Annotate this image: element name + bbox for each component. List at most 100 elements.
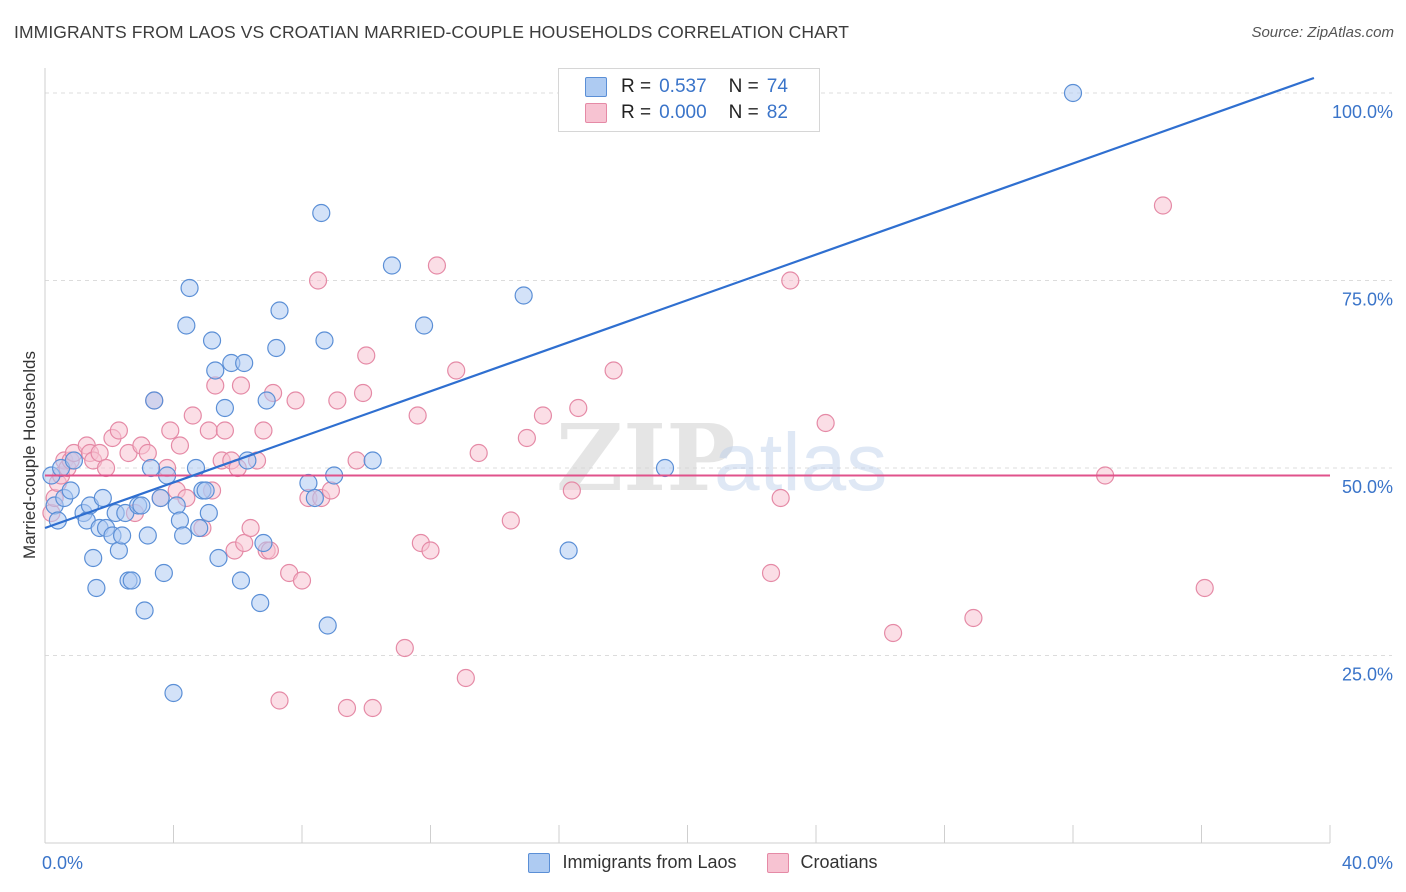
laos-point (209, 548, 228, 568)
watermark: ZIP atlas (556, 404, 887, 512)
trend-lines (44, 76, 1330, 530)
laos-point (202, 331, 222, 350)
croatians-point (235, 533, 254, 553)
laos-point (180, 278, 199, 298)
laos-point (138, 526, 157, 545)
series-name-laos: Immigrants from Laos (562, 852, 737, 872)
laos-point (145, 391, 164, 410)
laos-point (238, 451, 257, 470)
y-tick-label: 75.0% (1342, 290, 1393, 310)
croatians-point (286, 391, 305, 410)
croatians-point (421, 541, 440, 560)
legend-swatch-laos (585, 77, 607, 97)
croatians-point (771, 488, 790, 508)
croatians-point (109, 421, 128, 440)
laos-point (132, 496, 151, 515)
laos-point (196, 481, 215, 500)
croatians-point (138, 443, 157, 463)
laos-point (199, 503, 218, 523)
laos-point (84, 548, 103, 568)
series-legend-laos: Immigrants from Laos (528, 852, 737, 873)
croatians-point (170, 436, 190, 455)
croatians-point (761, 563, 781, 583)
croatians-point (90, 443, 109, 463)
legend-n-value: 82 (766, 102, 788, 123)
croatians-point (292, 571, 312, 590)
laos-point (315, 331, 334, 350)
croatians-point (456, 668, 475, 688)
croatians-point (501, 511, 520, 530)
laos-point (135, 601, 154, 620)
legend-r-label: R = (621, 102, 652, 123)
x-tick-label: 40.0% (1342, 853, 1393, 873)
laos-point (64, 451, 84, 470)
laos-point (414, 316, 434, 335)
laos-point (170, 511, 190, 530)
laos-point (93, 488, 112, 508)
laos-point (167, 496, 186, 515)
laos-point (109, 541, 128, 560)
croatians-point (964, 608, 983, 628)
y-tick-label: 25.0% (1342, 665, 1393, 685)
laos-point (141, 458, 161, 478)
laos-point (177, 316, 196, 335)
croatians-point (395, 638, 414, 658)
croatians-point (96, 458, 116, 478)
croatians-point (816, 413, 835, 433)
laos-point (235, 353, 254, 373)
croatians-point (231, 376, 251, 395)
laos-point (87, 578, 106, 598)
croatians-point (604, 361, 623, 380)
croatians-point (357, 346, 376, 365)
legend-r-label: R = (621, 76, 652, 97)
laos-point (363, 451, 382, 470)
croatians-point (447, 361, 466, 380)
axes (44, 68, 1331, 844)
croatians-point (270, 691, 289, 710)
laos-point (267, 338, 286, 358)
croatians-point (321, 481, 341, 500)
series-swatch-croatians (766, 852, 789, 873)
legend-r-value: 0.537 (659, 76, 707, 97)
croatians-point (161, 421, 180, 440)
laos-point (151, 488, 170, 508)
laos-point (257, 391, 276, 410)
grid-lines (45, 92, 1392, 656)
laos-point (164, 683, 183, 703)
tick-labels: 25.0% 50.0% 75.0% 100.0% 0.0% 40.0% (42, 102, 1393, 873)
croatians-point (328, 391, 347, 410)
laos-point (514, 286, 533, 305)
series-legend: Immigrants from Laos Croatians (0, 852, 1406, 873)
croatians-point (241, 518, 260, 538)
croatians-point (308, 271, 328, 290)
laos-point (154, 563, 173, 583)
legend-swatch-croatians (585, 103, 607, 123)
laos-point (112, 526, 132, 545)
y-tick-label: 50.0% (1342, 477, 1393, 497)
croatians-point (1153, 196, 1173, 215)
laos-point (215, 398, 234, 418)
croatians-point (353, 383, 373, 403)
croatians-point (254, 421, 273, 440)
croatians-point (781, 271, 800, 290)
laos-point (231, 571, 251, 590)
laos-point (251, 593, 270, 613)
series-name-croatians: Croatians (800, 852, 878, 872)
source-label: Source: ZipAtlas.com (1251, 24, 1394, 41)
croatians-point (408, 406, 427, 425)
croatians-point (427, 256, 447, 275)
watermark-atlas: atlas (714, 417, 887, 508)
laos-point (318, 616, 337, 635)
laos-point (174, 526, 193, 545)
croatians-point (337, 698, 357, 718)
croatians-point (562, 481, 581, 500)
laos-point (559, 541, 578, 560)
croatians-point (883, 623, 903, 643)
laos-point (270, 301, 289, 320)
croatians-point (569, 398, 588, 418)
watermark-zip: ZIP (556, 404, 735, 512)
laos-point (254, 533, 273, 553)
laos-trend-line (44, 76, 1315, 530)
legend-n-value: 74 (766, 76, 788, 97)
